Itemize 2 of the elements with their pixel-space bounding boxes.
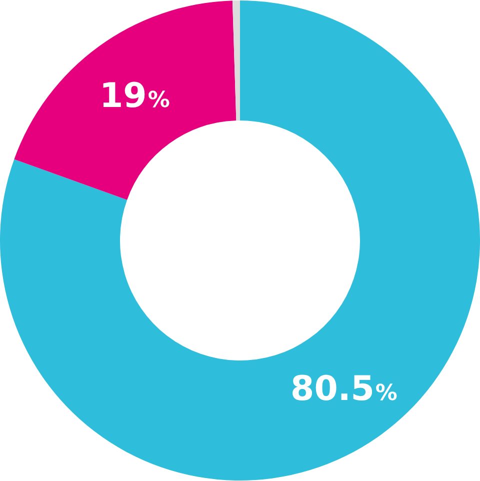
data-label: 80.5% [290, 368, 398, 409]
data-label: 19% [100, 76, 170, 116]
